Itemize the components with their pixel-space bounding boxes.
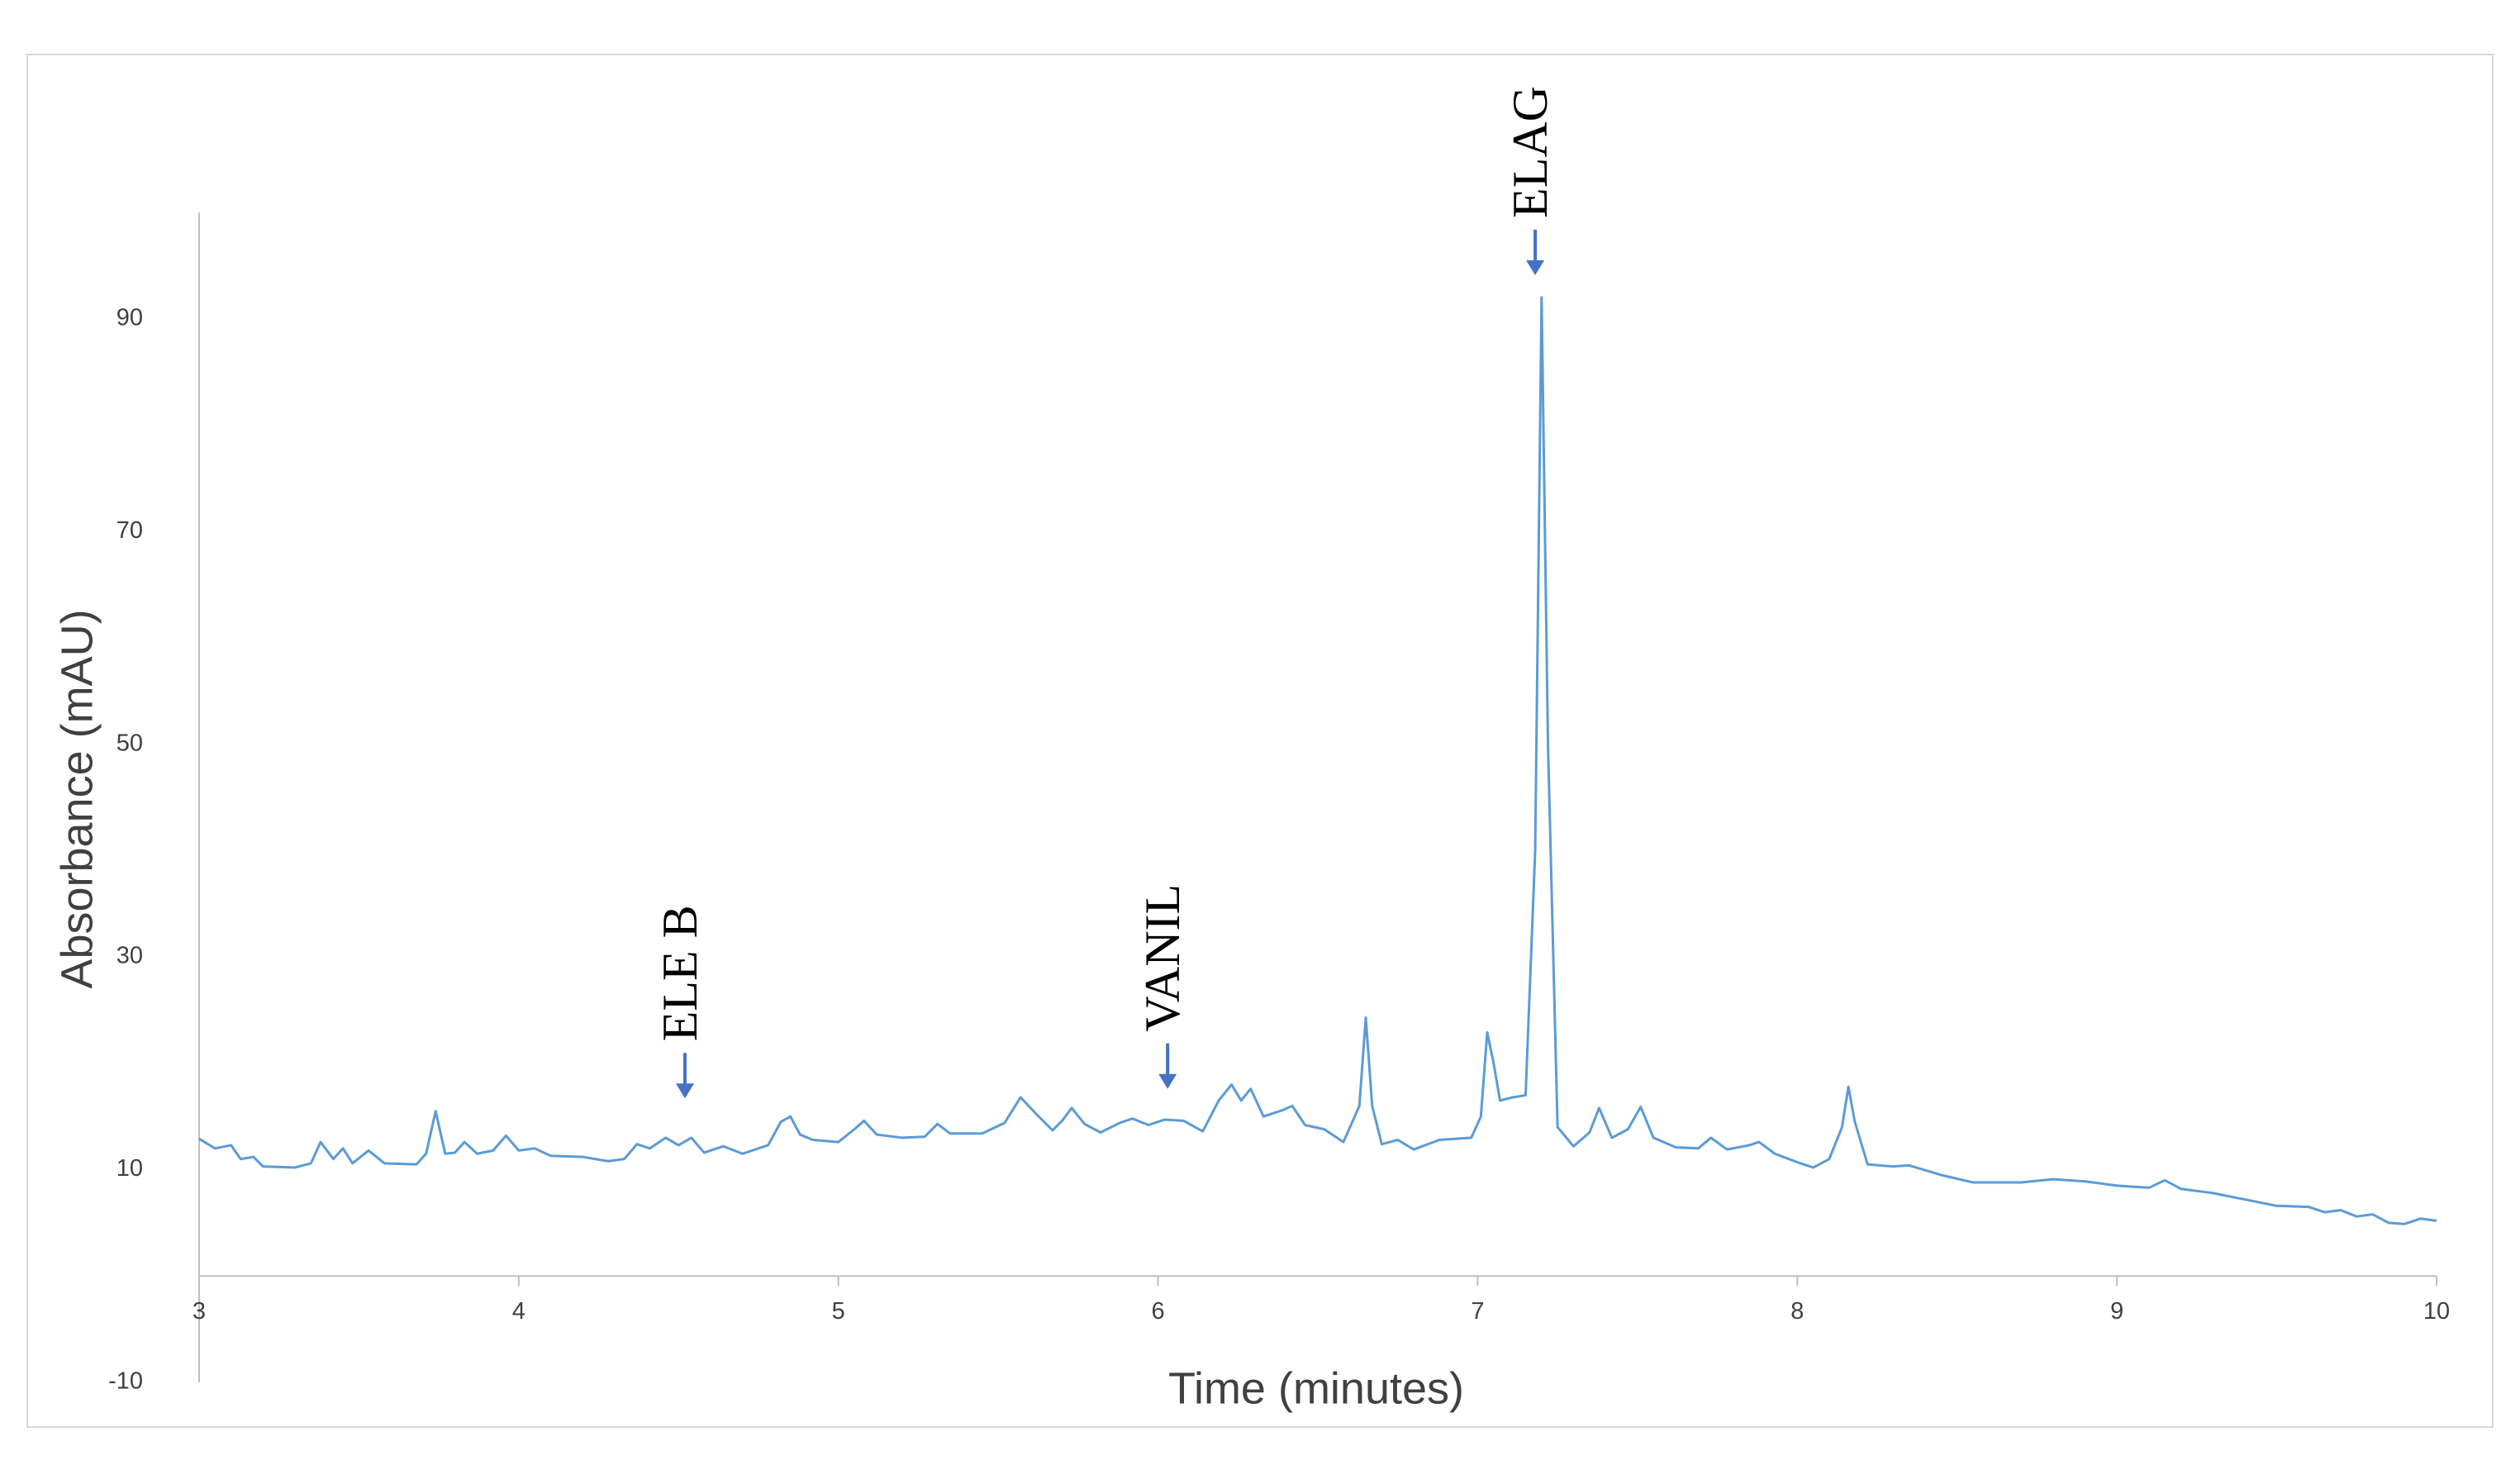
annotation-arrowhead — [1526, 259, 1545, 275]
y-tick-label: 30 — [116, 943, 143, 969]
annotation-arrowhead — [1158, 1073, 1177, 1089]
x-tick-label: 10 — [2423, 1298, 2450, 1325]
y-tick-label: 10 — [116, 1155, 143, 1182]
annotation: ELE B — [653, 905, 707, 1099]
data-line — [198, 296, 2437, 1225]
y-tick-label: 70 — [116, 517, 143, 544]
annotation-label: ELAG — [1503, 86, 1557, 218]
annotation-label: ELE B — [653, 905, 707, 1041]
x-tick-label: 7 — [1471, 1298, 1484, 1325]
chart-frame — [26, 54, 2494, 1428]
annotation-label: VANIL — [1135, 884, 1190, 1032]
x-axis-title: Time (minutes) — [1168, 1363, 1464, 1413]
annotation-arrowhead — [676, 1083, 695, 1099]
y-tick-label: 90 — [116, 304, 143, 331]
x-tick-label: 4 — [512, 1298, 525, 1325]
annotation: VANIL — [1135, 884, 1190, 1089]
y-tick-label: 50 — [116, 730, 143, 756]
x-tick-label: 6 — [1152, 1298, 1165, 1325]
x-tick-label: 8 — [1790, 1298, 1804, 1325]
annotation: ELAG — [1503, 86, 1557, 275]
x-tick-label: 9 — [2110, 1298, 2123, 1325]
y-axis-title: Absorbance (mAU) — [52, 609, 102, 988]
y-tick-label: -10 — [108, 1368, 143, 1395]
x-tick-label: 5 — [832, 1298, 845, 1325]
x-tick-label: 3 — [193, 1298, 206, 1325]
